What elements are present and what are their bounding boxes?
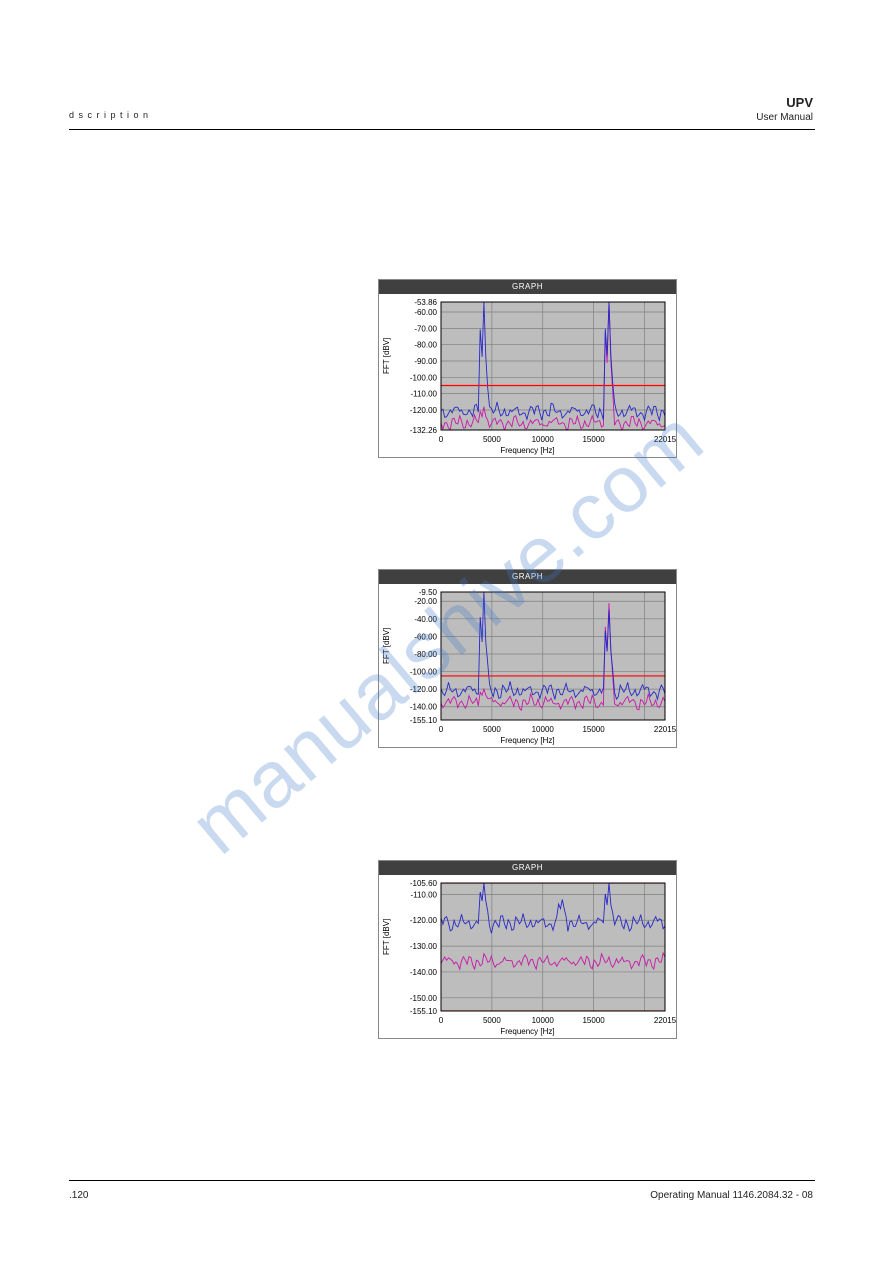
svg-text:5000: 5000 [483, 435, 501, 444]
x-axis-label: Frequency [Hz] [379, 446, 676, 455]
svg-text:15000: 15000 [582, 435, 605, 444]
svg-text:-20.00: -20.00 [414, 597, 437, 606]
x-axis-label: Frequency [Hz] [379, 736, 676, 745]
y-axis-label: FFT [dBV] [382, 628, 391, 664]
svg-text:-40.00: -40.00 [414, 615, 437, 624]
svg-text:-100.00: -100.00 [410, 373, 438, 382]
svg-text:-80.00: -80.00 [414, 341, 437, 350]
rule-top [69, 129, 815, 130]
svg-text:-140.00: -140.00 [410, 703, 438, 712]
svg-text:-120.00: -120.00 [410, 406, 438, 415]
fft-graph-2: GRAPH -9.50-20.00 -40.00 -60.00 -80.00 -100.… [378, 569, 677, 748]
graph-titlebar: GRAPH [379, 570, 676, 584]
svg-text:-90.00: -90.00 [414, 357, 437, 366]
svg-text:-80.00: -80.00 [414, 650, 437, 659]
svg-text:-110.00: -110.00 [410, 390, 437, 399]
footer-left: .120 [69, 1190, 88, 1201]
header-product: UPV [786, 95, 813, 110]
fft-graph-1: GRAPH -53.86-60.00 -70.00 -80.00 -90.00 -100… [378, 279, 677, 458]
svg-text:22015: 22015 [654, 725, 677, 734]
svg-text:-130.00: -130.00 [410, 942, 438, 951]
svg-text:-132.26: -132.26 [410, 426, 438, 435]
x-axis-label: Frequency [Hz] [379, 1027, 676, 1036]
svg-text:5000: 5000 [483, 1016, 501, 1025]
svg-text:10000: 10000 [532, 725, 555, 734]
graph-titlebar: GRAPH [379, 861, 676, 875]
fft-graph-3: GRAPH -105.60 -110.00 -120.00 -130.00 -140.0… [378, 860, 677, 1039]
rule-bottom [69, 1180, 815, 1181]
header-right: User Manual [756, 112, 813, 123]
graph-titlebar: GRAPH [379, 280, 676, 294]
svg-text:-155.10: -155.10 [410, 716, 438, 725]
svg-text:-53.86: -53.86 [414, 298, 437, 307]
svg-text:10000: 10000 [532, 1016, 555, 1025]
svg-text:15000: 15000 [582, 725, 605, 734]
svg-text:-105.60: -105.60 [410, 879, 438, 888]
graph-plot-area: -9.50-20.00 -40.00 -60.00 -80.00 -100.00 -120… [379, 584, 676, 747]
svg-text:-9.50: -9.50 [419, 588, 438, 597]
svg-text:0: 0 [439, 725, 444, 734]
header-left: d s c r i p t i o n [69, 110, 149, 120]
svg-text:-120.00: -120.00 [410, 916, 438, 925]
svg-text:-100.00: -100.00 [410, 668, 438, 677]
svg-text:22015: 22015 [654, 1016, 677, 1025]
svg-text:22015: 22015 [654, 435, 677, 444]
svg-text:10000: 10000 [532, 435, 555, 444]
graph-plot-area: -53.86-60.00 -70.00 -80.00 -90.00 -100.00 -11… [379, 294, 676, 457]
svg-text:0: 0 [439, 435, 444, 444]
y-axis-label: FFT [dBV] [382, 338, 391, 374]
svg-text:-70.00: -70.00 [414, 324, 437, 333]
footer-right: Operating Manual 1146.2084.32 - 08 [650, 1190, 813, 1201]
svg-text:-60.00: -60.00 [414, 308, 437, 317]
svg-text:15000: 15000 [582, 1016, 605, 1025]
svg-text:-110.00: -110.00 [410, 890, 437, 899]
graph-plot-area: -105.60 -110.00 -120.00 -130.00 -140.00 -150.… [379, 875, 676, 1038]
svg-text:-120.00: -120.00 [410, 685, 438, 694]
svg-text:-140.00: -140.00 [410, 968, 438, 977]
svg-text:-155.10: -155.10 [410, 1007, 438, 1016]
svg-text:5000: 5000 [483, 725, 501, 734]
y-axis-label: FFT [dBV] [382, 919, 391, 955]
svg-text:-60.00: -60.00 [414, 632, 437, 641]
svg-text:-150.00: -150.00 [410, 994, 438, 1003]
svg-text:0: 0 [439, 1016, 444, 1025]
